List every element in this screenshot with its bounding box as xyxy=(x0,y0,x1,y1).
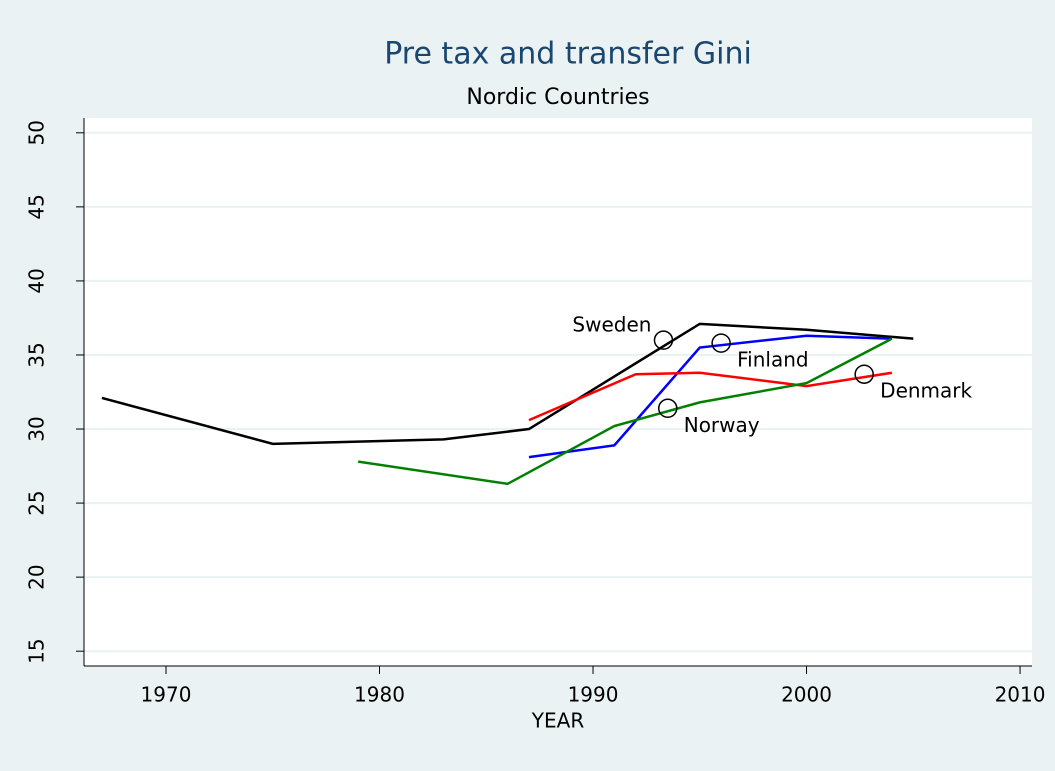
chart-subtitle: Nordic Countries xyxy=(466,85,649,110)
plot-area xyxy=(84,118,1032,666)
label-marker xyxy=(854,364,874,384)
y-tick-label: 30 xyxy=(25,416,49,441)
label-marker xyxy=(711,333,731,353)
series-line xyxy=(528,334,892,459)
y-tick-label: 20 xyxy=(25,564,49,589)
label-marker xyxy=(653,330,674,350)
series-label: Sweden xyxy=(572,313,651,337)
y-tick-label: 15 xyxy=(25,638,49,663)
x-axis-title: YEAR xyxy=(531,709,585,733)
y-tick-label: 25 xyxy=(25,490,49,515)
series-line xyxy=(528,371,893,422)
label-marker xyxy=(657,398,678,419)
series-line xyxy=(101,322,914,446)
series-label: Finland xyxy=(737,348,808,372)
series-label: Norway xyxy=(684,413,760,437)
y-tick-label: 45 xyxy=(25,194,49,219)
x-tick-label: 1970 xyxy=(141,683,192,707)
series-line xyxy=(357,337,893,486)
y-tick-label: 35 xyxy=(25,342,49,367)
x-tick-label: 1990 xyxy=(568,683,619,707)
series-label: Denmark xyxy=(880,379,972,403)
y-tick-label: 40 xyxy=(25,268,49,293)
x-tick-label: 2000 xyxy=(781,683,832,707)
y-tick-label: 50 xyxy=(25,120,49,145)
x-tick-label: 2010 xyxy=(995,683,1046,707)
chart-title: Pre tax and transfer Gini xyxy=(384,37,752,72)
x-tick-label: 1980 xyxy=(354,683,405,707)
